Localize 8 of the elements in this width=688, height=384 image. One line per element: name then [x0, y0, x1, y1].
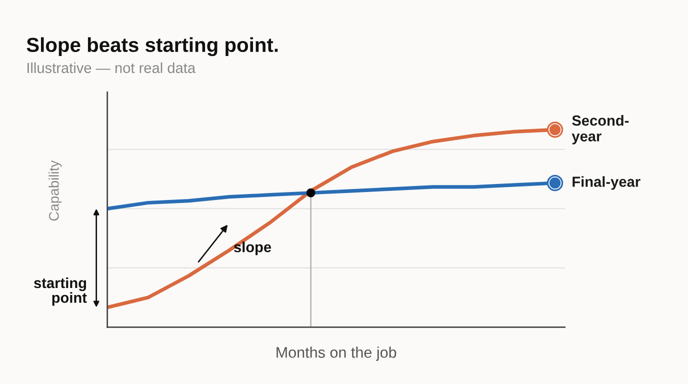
- chart-subtitle: Illustrative — not real data: [27, 62, 196, 74]
- x-axis-title: Months on the job: [276, 346, 396, 361]
- y-axis-title: Capability: [48, 160, 62, 221]
- chart-title: Slope beats starting point.: [26, 37, 278, 56]
- series-label: Second-year: [572, 115, 629, 144]
- text: starting point: [34, 277, 87, 306]
- annotation: slope: [234, 242, 272, 256]
- series-label: Final-year: [572, 176, 640, 190]
